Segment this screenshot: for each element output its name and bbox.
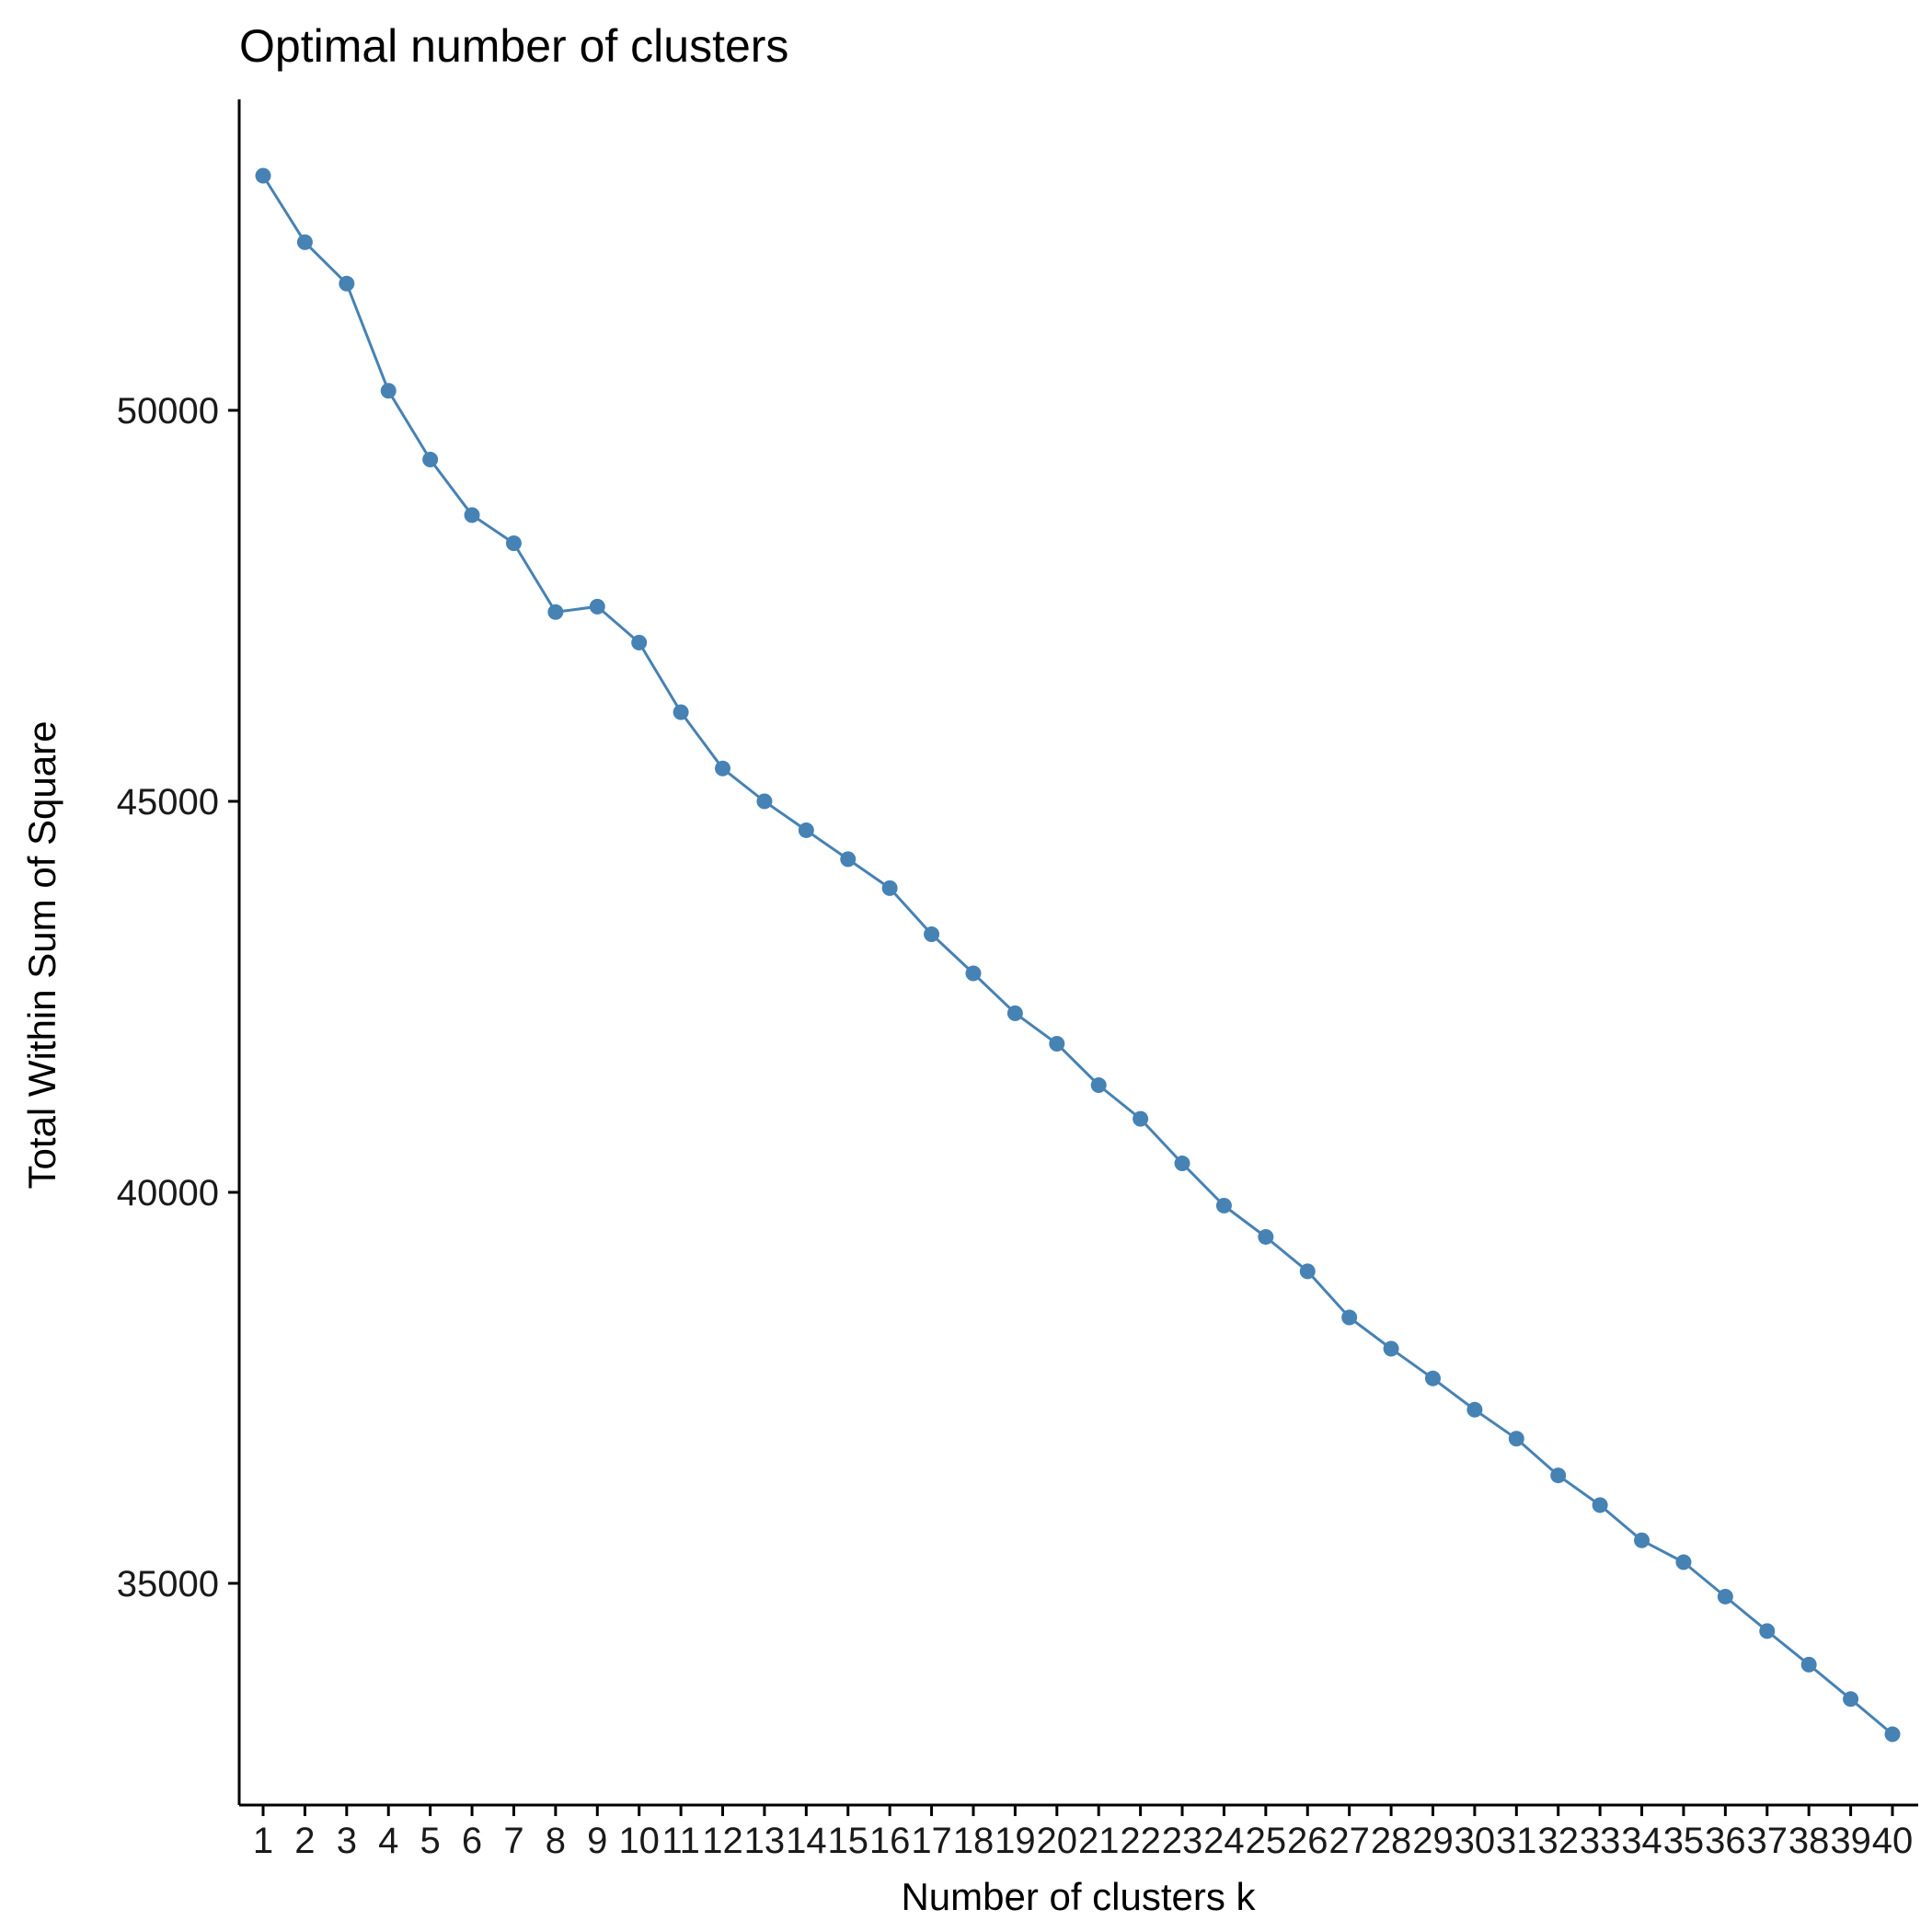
x-tick-label: 1 [253, 1821, 273, 1861]
data-point [715, 760, 731, 776]
x-tick-label: 8 [546, 1821, 566, 1861]
data-point [1717, 1588, 1733, 1604]
data-point [1049, 1036, 1065, 1052]
y-tick-label: 40000 [117, 1173, 219, 1213]
data-point [798, 822, 814, 838]
x-tick-label: 37 [1747, 1821, 1788, 1861]
data-point [1174, 1156, 1190, 1172]
data-point [1215, 1197, 1232, 1213]
x-tick-label: 15 [827, 1821, 868, 1861]
data-point [339, 275, 355, 292]
data-point [1634, 1532, 1650, 1548]
data-point [1258, 1228, 1274, 1245]
data-point [881, 880, 898, 896]
data-point [1759, 1623, 1776, 1639]
x-tick-label: 7 [503, 1821, 523, 1861]
x-ticks: 1 2 3 4 5 6 7 8 9 10 11 12 13 14 15 16 17 18 19 20 21 22 23 24 2… [253, 1805, 1913, 1861]
data-point [1592, 1497, 1608, 1513]
data-point [547, 604, 564, 620]
data-point [1383, 1340, 1399, 1357]
x-tick-label: 26 [1287, 1821, 1328, 1861]
x-tick-label: 12 [702, 1821, 743, 1861]
data-point [756, 793, 773, 810]
x-tick-label: 29 [1412, 1821, 1454, 1861]
x-tick-label: 35 [1663, 1821, 1705, 1861]
x-tick-label: 27 [1328, 1821, 1370, 1861]
x-tick-label: 4 [378, 1821, 398, 1861]
y-tick-label: 45000 [117, 782, 219, 822]
data-point [1466, 1401, 1483, 1418]
data-point [1090, 1077, 1107, 1094]
data-point [589, 598, 605, 615]
data-point [505, 535, 522, 551]
x-tick-label: 10 [618, 1821, 660, 1861]
x-tick-label: 23 [1162, 1821, 1203, 1861]
data-point [422, 452, 439, 468]
data-point [1341, 1309, 1358, 1326]
data-point [1550, 1467, 1567, 1484]
y-tick-label: 35000 [117, 1564, 219, 1604]
x-tick-label: 39 [1830, 1821, 1871, 1861]
x-tick-label: 3 [337, 1821, 357, 1861]
x-tick-label: 2 [294, 1821, 315, 1861]
x-tick-label: 34 [1621, 1821, 1662, 1861]
x-tick-label: 38 [1788, 1821, 1830, 1861]
x-tick-label: 6 [462, 1821, 482, 1861]
x-tick-label: 20 [1037, 1821, 1078, 1861]
x-tick-label: 9 [587, 1821, 607, 1861]
x-tick-label: 17 [911, 1821, 952, 1861]
series-elbow [255, 167, 1901, 1742]
data-point [840, 851, 857, 868]
x-tick-label: 36 [1705, 1821, 1746, 1861]
x-tick-label: 11 [661, 1821, 700, 1861]
x-tick-label: 30 [1455, 1821, 1496, 1861]
x-tick-label: 5 [420, 1821, 441, 1861]
x-tick-label: 25 [1246, 1821, 1287, 1861]
data-point [1006, 1005, 1023, 1021]
data-point [1884, 1726, 1901, 1742]
x-tick-label: 24 [1203, 1821, 1245, 1861]
x-tick-label: 28 [1371, 1821, 1412, 1861]
data-point [1508, 1431, 1524, 1447]
x-tick-label: 32 [1537, 1821, 1579, 1861]
data-point [1424, 1370, 1441, 1386]
data-point [673, 704, 689, 720]
data-point [255, 167, 271, 184]
x-tick-label: 14 [786, 1821, 827, 1861]
data-point [924, 926, 940, 942]
y-axis-title: Total Within Sum of Square [20, 721, 63, 1190]
y-ticks: 35000 40000 45000 50000 [117, 391, 239, 1604]
y-tick-label: 50000 [117, 391, 219, 431]
data-point [296, 234, 313, 250]
x-tick-label: 18 [953, 1821, 995, 1861]
x-tick-label: 31 [1496, 1821, 1537, 1861]
data-point [1800, 1656, 1817, 1673]
x-tick-label: 40 [1872, 1821, 1914, 1861]
x-tick-label: 13 [744, 1821, 786, 1861]
x-tick-label: 16 [869, 1821, 911, 1861]
data-point [965, 965, 982, 982]
x-tick-label: 19 [995, 1821, 1036, 1861]
data-point [464, 507, 480, 523]
series-line [261, 175, 1893, 1736]
data-point [1133, 1110, 1149, 1127]
x-tick-label: 21 [1078, 1821, 1120, 1861]
x-axis-title: Number of clusters k [901, 1875, 1256, 1918]
data-point [1299, 1263, 1316, 1280]
x-tick-label: 22 [1120, 1821, 1161, 1861]
x-tick-label: 33 [1580, 1821, 1621, 1861]
data-point [1843, 1691, 1859, 1708]
data-point [1675, 1554, 1692, 1570]
data-point [380, 383, 397, 399]
chart-title: Optimal number of clusters [239, 20, 788, 72]
data-point [631, 634, 648, 650]
